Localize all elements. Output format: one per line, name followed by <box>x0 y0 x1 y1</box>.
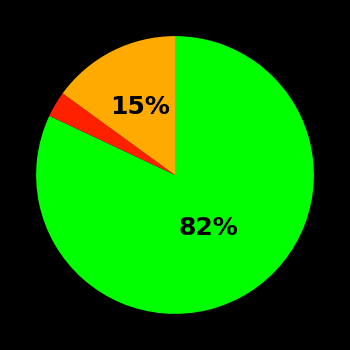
Wedge shape <box>49 93 175 175</box>
Text: 82%: 82% <box>178 216 238 240</box>
Text: 15%: 15% <box>110 95 170 119</box>
Wedge shape <box>63 36 175 175</box>
Wedge shape <box>36 36 314 314</box>
